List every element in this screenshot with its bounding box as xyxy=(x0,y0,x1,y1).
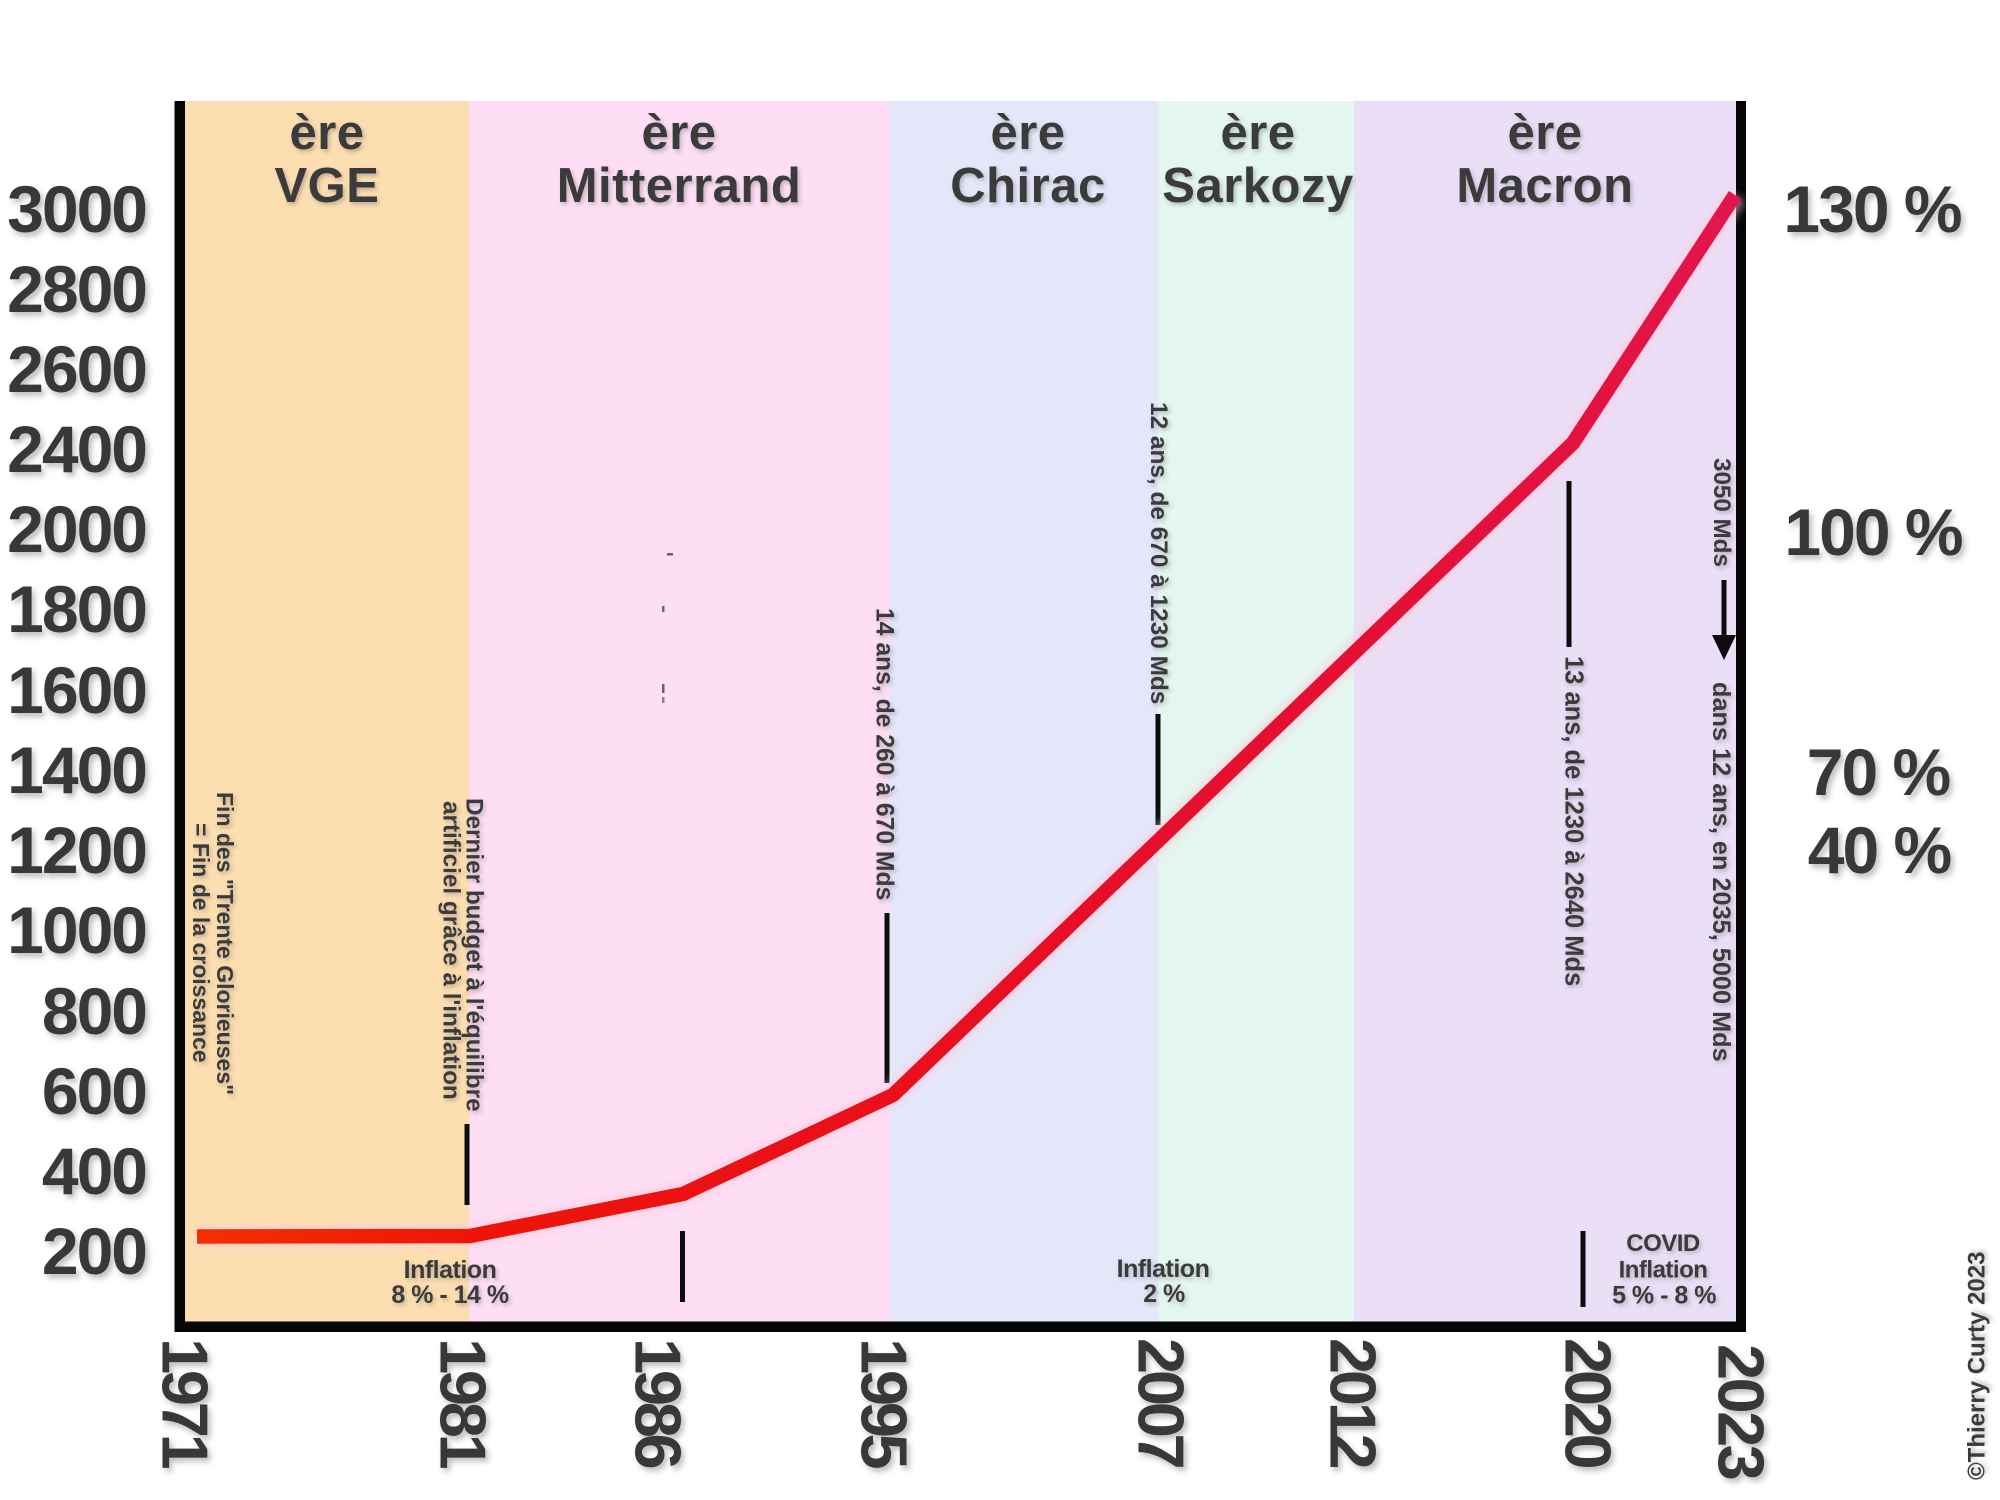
svg-text:130 %: 130 % xyxy=(1783,172,1960,246)
svg-text:Fin des "Trente Glorieuses": Fin des "Trente Glorieuses" xyxy=(212,792,238,1095)
svg-text:Macron: Macron xyxy=(1456,159,1633,213)
svg-text:Inflation: Inflation xyxy=(1619,1257,1708,1284)
svg-text:artificiel grâce à l'inflation: artificiel grâce à l'inflation xyxy=(438,801,465,1100)
svg-text:14 ans, de 260 à 670 Mds: 14 ans, de 260 à 670 Mds xyxy=(871,608,898,900)
svg-text:Inflation: Inflation xyxy=(404,1256,497,1284)
svg-text:1981: 1981 xyxy=(427,1338,500,1469)
svg-text:1986: 1986 xyxy=(622,1338,695,1468)
svg-text:Chirac: Chirac xyxy=(950,159,1106,213)
svg-text:13 ans, de 1230 à 2640 Mds: 13 ans, de 1230 à 2640 Mds xyxy=(1560,656,1588,986)
svg-text:ère: ère xyxy=(641,106,716,160)
svg-text:1971: 1971 xyxy=(149,1338,222,1469)
svg-text:1800: 1800 xyxy=(7,572,146,646)
svg-text:1995: 1995 xyxy=(848,1338,921,1469)
svg-text:2012: 2012 xyxy=(1317,1338,1390,1468)
svg-text:200: 200 xyxy=(42,1214,146,1288)
svg-text:1000: 1000 xyxy=(7,893,146,967)
svg-text:2007: 2007 xyxy=(1125,1338,1198,1468)
svg-text:dans 12 ans, en 2035, 5000 Mds: dans 12 ans, en 2035, 5000 Mds xyxy=(1707,682,1735,1062)
svg-text:1200: 1200 xyxy=(7,813,146,887)
svg-text:ère: ère xyxy=(1507,106,1582,160)
svg-text:1400: 1400 xyxy=(7,733,146,807)
svg-text:ère: ère xyxy=(289,106,364,160)
svg-text:Inflation: Inflation xyxy=(1117,1255,1210,1283)
svg-text:2400: 2400 xyxy=(7,412,146,486)
svg-text:70 %: 70 % xyxy=(1807,735,1950,809)
svg-text:= Fin de la croissance: = Fin de la croissance xyxy=(188,823,214,1063)
svg-text:ère: ère xyxy=(1220,106,1295,160)
svg-text:2020: 2020 xyxy=(1552,1338,1625,1468)
svg-text:2800: 2800 xyxy=(7,252,146,326)
svg-text:Mitterrand: Mitterrand xyxy=(557,159,802,213)
svg-text:2 %: 2 % xyxy=(1143,1280,1185,1308)
svg-text:400: 400 xyxy=(42,1134,146,1208)
svg-text:ère: ère xyxy=(990,106,1065,160)
svg-text:Dernier budget à l'équilibre: Dernier budget à l'équilibre xyxy=(461,798,488,1112)
svg-text:12 ans, de 670 à 1230 Mds: 12 ans, de 670 à 1230 Mds xyxy=(1145,402,1172,704)
svg-text:3050 Mds: 3050 Mds xyxy=(1708,458,1735,567)
svg-text:5 % - 8 %: 5 % - 8 % xyxy=(1612,1282,1716,1310)
svg-text:600: 600 xyxy=(42,1054,146,1128)
svg-text:2000: 2000 xyxy=(7,492,146,566)
svg-text:800: 800 xyxy=(42,974,146,1048)
svg-text:©Thierry Curty 2023: ©Thierry Curty 2023 xyxy=(1964,1252,1991,1480)
svg-text:2023: 2023 xyxy=(1705,1344,1778,1479)
svg-text:100 %: 100 % xyxy=(1784,495,1961,569)
svg-text:40 %: 40 % xyxy=(1808,813,1951,887)
svg-text:Sarkozy: Sarkozy xyxy=(1162,159,1353,213)
svg-text:COVID: COVID xyxy=(1626,1230,1700,1257)
svg-text:3000: 3000 xyxy=(7,172,146,246)
svg-text:8 % - 14 %: 8 % - 14 % xyxy=(391,1281,509,1309)
svg-text:1600: 1600 xyxy=(7,653,146,727)
svg-text:2600: 2600 xyxy=(7,332,146,406)
svg-text:VGE: VGE xyxy=(275,159,380,213)
